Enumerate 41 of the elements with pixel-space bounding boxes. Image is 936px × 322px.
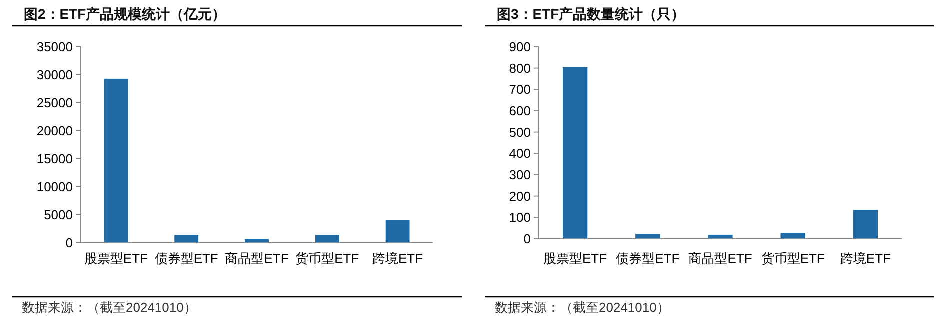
y-tick-label: 400 bbox=[509, 146, 531, 162]
x-tick-label: 债券型ETF bbox=[154, 251, 218, 266]
x-tick-label: 股票型ETF bbox=[544, 251, 608, 266]
y-tick-label: 35000 bbox=[36, 40, 73, 54]
y-tick-label: 0 bbox=[524, 232, 531, 246]
source-note: 数据来源：（截至20241010） bbox=[495, 300, 670, 315]
bar bbox=[853, 210, 878, 239]
chart-title: 图2：ETF产品规模统计（亿元） bbox=[24, 6, 226, 22]
x-tick-label: 跨境ETF bbox=[840, 251, 892, 266]
bar bbox=[780, 233, 806, 239]
y-tick-label: 20000 bbox=[36, 124, 73, 138]
source-note: 数据来源：（截至20241010） bbox=[22, 300, 197, 315]
y-tick-label: 0 bbox=[66, 236, 73, 250]
bar bbox=[315, 235, 340, 243]
y-tick-label: 100 bbox=[509, 210, 531, 226]
y-tick-label: 800 bbox=[509, 60, 531, 76]
bar bbox=[104, 78, 128, 243]
bar bbox=[386, 220, 410, 243]
x-tick-label: 商品型ETF bbox=[225, 251, 289, 266]
bar bbox=[636, 234, 660, 239]
x-tick-label: 债券型ETF bbox=[616, 251, 680, 266]
x-tick-label: 跨境ETF bbox=[372, 251, 424, 266]
x-tick-label: 货币型ETF bbox=[761, 251, 825, 266]
y-tick-label: 200 bbox=[509, 188, 531, 204]
y-tick-label: 10000 bbox=[36, 180, 73, 194]
y-tick-label: 600 bbox=[509, 104, 531, 118]
bar bbox=[562, 67, 588, 239]
y-tick-label: 25000 bbox=[36, 96, 73, 110]
y-tick-label: 5000 bbox=[44, 208, 73, 222]
y-tick-label: 30000 bbox=[36, 68, 73, 82]
y-tick-label: 700 bbox=[509, 82, 531, 98]
y-tick-label: 500 bbox=[509, 124, 531, 140]
x-tick-label: 商品型ETF bbox=[688, 251, 752, 266]
y-tick-label: 900 bbox=[509, 40, 531, 54]
x-tick-label: 货币型ETF bbox=[296, 251, 360, 266]
x-tick-label: 股票型ETF bbox=[84, 251, 148, 266]
bar bbox=[174, 235, 199, 243]
y-tick-label: 300 bbox=[509, 168, 531, 182]
chart-title: 图3：ETF产品数量统计（只） bbox=[497, 6, 686, 22]
y-tick-label: 15000 bbox=[36, 152, 73, 166]
bar bbox=[245, 239, 269, 243]
